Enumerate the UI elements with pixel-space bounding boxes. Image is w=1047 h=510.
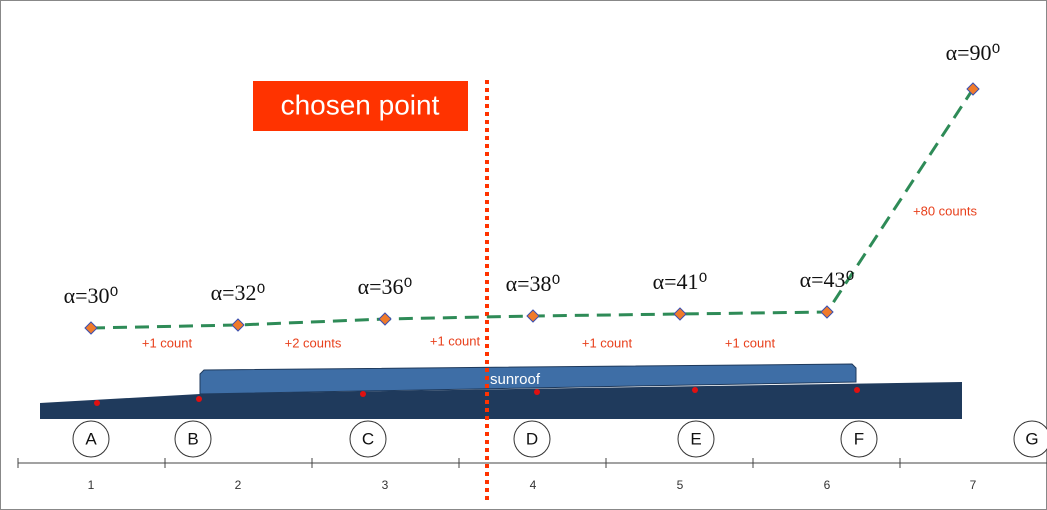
station-label: B [187,429,198,448]
station-label: E [690,429,701,448]
axis-label: 3 [382,478,389,492]
station-label: A [85,429,97,448]
count-label: +2 counts [285,335,342,350]
station-label: D [526,429,538,448]
station-label: F [854,429,864,448]
diagram: sunroof chosen point α=30⁰ α=32⁰ α=36⁰ α=38… [0,0,1047,510]
chosen-label: chosen point [281,89,440,120]
axis-label: 7 [970,478,977,492]
angle-label: α=36⁰ [358,274,413,299]
count-label: +1 count [430,333,481,348]
axis-label: 5 [677,478,684,492]
angle-label: α=38⁰ [506,271,561,296]
angle-label: α=41⁰ [653,269,708,294]
axis-label: 1 [88,478,95,492]
axis-label: 4 [530,478,537,492]
surface-label: sunroof [490,371,541,388]
count-label: +1 count [142,335,193,350]
count-label: +80 counts [913,203,977,218]
count-label: +1 count [725,335,776,350]
station-label: C [362,429,374,448]
axis-label: 6 [824,478,831,492]
angle-label: α=30⁰ [64,283,119,308]
station-label: G [1025,429,1038,448]
axis-label: 2 [235,478,242,492]
angle-label: α=43⁰ [800,267,855,292]
angle-label: α=90⁰ [946,40,1001,65]
count-label: +1 count [582,335,633,350]
angle-label: α=32⁰ [211,280,266,305]
